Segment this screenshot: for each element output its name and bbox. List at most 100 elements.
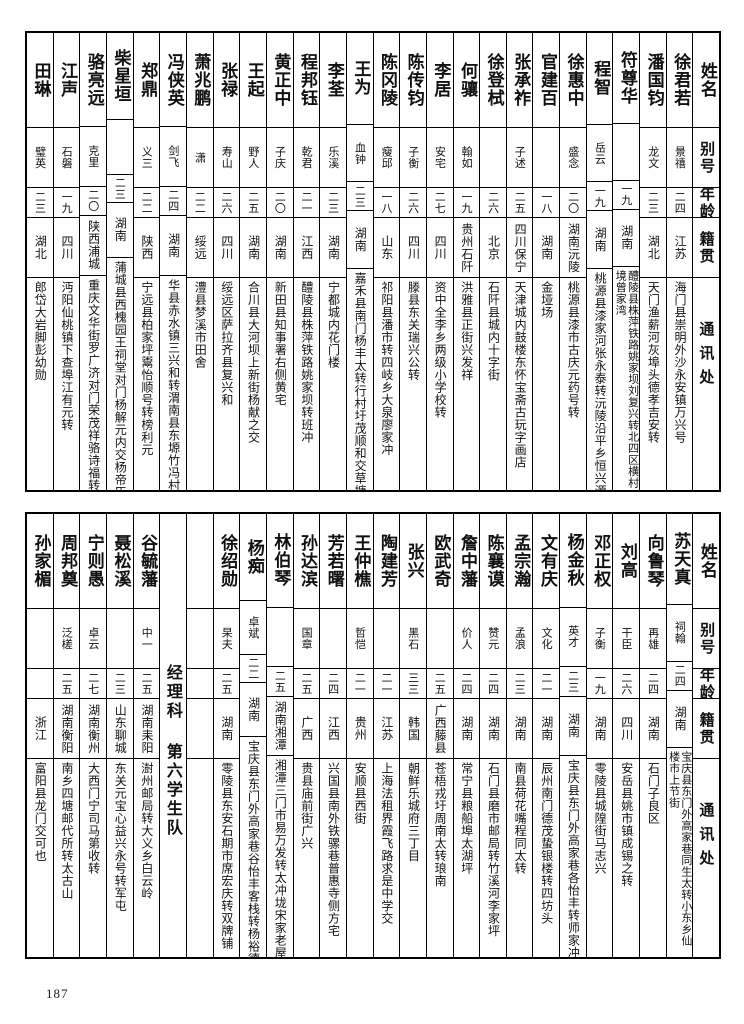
cell-name: 柴星垣 [106, 33, 133, 120]
cell-text: 徐登栻 [483, 53, 504, 107]
cell-origin: 湖南 [640, 699, 666, 759]
cell-alias: 国章 [293, 609, 320, 669]
cell-text: 桃源县漆家河张永泰转沅陵沿平乡恒兴源 [593, 272, 608, 491]
roster-entry-column: 孙家楣 浙江 富阳县龙门交可也 [27, 514, 54, 957]
cell-text: 岳云 [593, 141, 607, 165]
cell-text: 英才 [566, 625, 580, 649]
roster-entry-column: 陈襄谟 赞元 二四 湖南 石门县磨市邮局转竹溪河李家坪 [480, 514, 507, 957]
cell-text: 二五 [300, 672, 313, 695]
cell-age: 一九 [613, 181, 640, 210]
cell-name: 符尊华 [613, 33, 640, 124]
cell-age: 二四 [640, 669, 666, 699]
cell-text: 杨痴 [243, 538, 264, 575]
cell-text: 二四 [326, 672, 340, 695]
cell-alias: 盛念 [560, 128, 586, 188]
cell-text: 一九 [593, 184, 607, 208]
cell-text: 湖南沅陵 [566, 222, 581, 273]
cell-addr: 资中全李乡两级小学校转 [427, 278, 453, 490]
cell-text: 苍梧戎圩周南太转琅南 [433, 762, 448, 887]
cell-text: 嘉禾县南门杨丰太转行村圩茂顺和交草塘 [353, 272, 368, 491]
cell-text: 石门县磨市邮局转竹溪河李家坪 [486, 762, 501, 937]
cell-text: 二〇 [86, 189, 100, 213]
cell-text: 田琳 [30, 62, 51, 98]
cell-name: 陈襄谟 [480, 514, 506, 609]
cell-addr: 零陵县城隍街马志兴 [587, 759, 613, 957]
cell-text: 二一 [539, 672, 553, 695]
cell-alias: 乐溪 [320, 128, 346, 188]
roster-entry-column: 詹中藩 价人 二四 湖南 常宁县粮船埠太湖坪 [453, 514, 481, 957]
cell-origin: 湖南 [160, 216, 186, 276]
cell-origin: 湖北 [640, 218, 666, 278]
cell-text: 陈襄谟 [483, 534, 504, 588]
cell-alias: 龙文 [640, 128, 666, 188]
cell-text: 野人 [246, 146, 260, 169]
cell-text: 湖南衡阳 [59, 703, 74, 754]
cell-text: 湖南 [353, 227, 368, 253]
cell-text: 周邦奠 [57, 534, 78, 588]
roster-entry-column: 李荃 乐溪 二三 湖南 宁都城内花门楼 [320, 33, 347, 490]
cell-alias: 别号 [693, 609, 720, 669]
cell-origin: 湖南 [346, 211, 373, 270]
cell-age: 一八 [533, 188, 560, 218]
cell-age: 一九 [53, 188, 80, 218]
cell-text: 邓正权 [590, 534, 611, 588]
cell-alias: 子庆 [266, 128, 293, 188]
cell-text: 二二 [246, 656, 260, 680]
cell-text: 湖南耒阳 [139, 703, 154, 754]
cell-alias: 再雄 [640, 609, 666, 669]
cell-text: 二六 [486, 191, 500, 214]
roster-entry-column: 王起 野人 二五 湖南 合川县大河坝上新街杨献之交 [240, 33, 267, 490]
cell-text: 湖北 [646, 235, 661, 260]
cell-origin: 湖北 [27, 218, 53, 278]
cell-text: 宁则愚 [83, 534, 104, 588]
cell-alias [533, 128, 560, 188]
cell-name: 苏天真 [666, 514, 693, 605]
cell-name: 徐惠中 [560, 33, 586, 128]
cell-text: 宁远县柏家坪鬻怡顺号转榜利元 [139, 281, 154, 456]
cell-age: 一八 [373, 188, 400, 218]
cell-text: 北京 [486, 235, 501, 260]
cell-addr: 苍梧戎圩周南太转琅南 [427, 759, 453, 957]
roster-table-2: 孙家楣 浙江 富阳县龙门交可也 周邦奠 泛槎 二五 湖南衡阳 南乡四塘邮代所转太古山 宁则愚 卓云… [25, 512, 721, 959]
cell-addr: 通讯处 [693, 278, 719, 490]
roster-entry-column: 张承祚 子述 二五 四川保宁 天津城内鼓楼东怀宝斋古玩字画店 [506, 33, 534, 490]
roster-entry-column: 张禄 寿山 二六 四川 绥远区萨拉齐县复兴和 [213, 33, 241, 490]
cell-text: 二三 [326, 191, 340, 214]
cell-addr: 石门子良区 [640, 759, 666, 957]
cell-origin: 绥远 [186, 218, 213, 278]
roster-entry-column: 程邦钰 乾君 二一 江西 醴陵县株萍铁路姚家坝转班冲 [293, 33, 321, 490]
cell-addr: 安顺县西街 [347, 759, 373, 957]
cell-age: 二四 [320, 669, 346, 699]
cell-alias: 价人 [453, 609, 480, 669]
roster-entry-column: 向鲁琴 再雄 二四 湖南 石门子良区 [640, 514, 667, 957]
cell-origin: 四川 [426, 218, 453, 278]
cell-origin: 籍贯 [693, 699, 720, 759]
cell-alias [480, 128, 506, 188]
cell-age [27, 669, 53, 699]
cell-addr: 大西门宁司马第收转 [80, 759, 106, 957]
cell-text: 宁都城内花门楼 [326, 281, 341, 369]
cell-age: 二五 [293, 669, 320, 699]
cell-text: 泛槎 [60, 627, 74, 650]
cell-origin: 浙江 [27, 699, 53, 759]
cell-age: 二五 [133, 669, 160, 699]
cell-addr: 常宁县粮船埠太湖坪 [454, 759, 480, 957]
cell-text: 二四 [673, 191, 687, 214]
cell-text: 刘高 [616, 543, 637, 579]
roster-entry-column: 文有庆 文化 二一 湖南 辰州南门德茂蛰银楼转四坊头 [533, 514, 561, 957]
cell-alias: 潇 [186, 128, 213, 188]
cell-alias: 寿山 [213, 128, 240, 188]
cell-addr: 安岳县姚市镇成锡之转 [613, 759, 639, 957]
cell-text: 贵州石阡 [459, 222, 474, 273]
roster-entry-column: 孟宗瀚 孟浪 二三 湖南 南县荷花嘴程同太转 [506, 514, 534, 957]
cell-alias [106, 120, 133, 176]
cell-alias: 野人 [240, 128, 266, 188]
cell-text: 苏天真 [670, 531, 691, 586]
cell-text: 籍贯 [697, 711, 716, 746]
cell-name: 田琳 [27, 33, 53, 128]
cell-text: 四川 [59, 235, 74, 260]
cell-alias: 翰如 [453, 128, 480, 188]
cell-origin: 陕西 [133, 218, 160, 278]
roster-entry-column: 田琳 璧英 二三 湖北 郎岱大岩脚彭幼勋 [27, 33, 54, 490]
cell-addr [187, 759, 213, 957]
